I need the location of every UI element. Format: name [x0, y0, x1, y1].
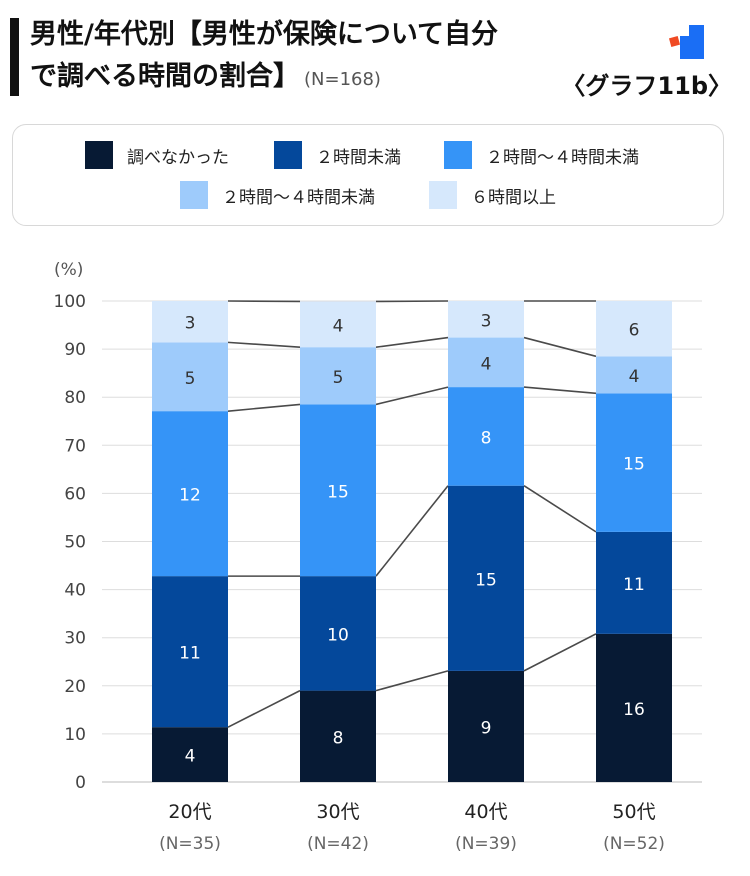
x-tick-sample-2: (N=39): [455, 834, 517, 854]
bar-segment-1-0: [300, 690, 376, 782]
x-tick-label-2: 40代: [464, 801, 507, 823]
connector-line-3-0: [227, 403, 301, 412]
brand-logo-icon: [668, 25, 704, 59]
bar-segment-0-3: [152, 342, 228, 412]
legend-label-3: ２時間〜４時間未満: [222, 187, 375, 208]
legend-swatch-4: [429, 181, 457, 209]
x-tick-label-0: 20代: [168, 801, 211, 823]
title-accent-bar: [10, 18, 19, 96]
data-label-2-3: 4: [481, 354, 492, 374]
y-tick-label-30: 30: [64, 629, 86, 649]
bar-segment-3-0: [596, 633, 672, 782]
y-tick-label-20: 20: [64, 677, 86, 697]
y-tick-label-90: 90: [64, 340, 86, 360]
data-label-0-3: 5: [185, 369, 196, 389]
x-tick-sample-0: (N=35): [159, 834, 221, 854]
logo-red-square: [668, 35, 681, 48]
legend-swatch-0: [85, 141, 113, 169]
bar-segment-1-3: [300, 347, 376, 405]
legend-label-2: ２時間〜４時間未満: [486, 147, 639, 168]
data-label-1-0: 8: [333, 728, 344, 748]
bar-segment-3-1: [596, 531, 672, 634]
legend-swatch-2: [444, 141, 472, 169]
bar-segment-1-2: [300, 404, 376, 577]
y-tick-label-50: 50: [64, 533, 86, 553]
y-tick-label-10: 10: [64, 725, 86, 745]
title-line-2: で調べる時間の割合】 (N=168): [30, 56, 610, 101]
connector-line-4-0: [227, 341, 301, 348]
graph-label: 〈グラフ11b〉: [561, 72, 732, 100]
legend: 調べなかった ２時間未満 ２時間〜４時間未満 ２時間〜４時間未満 ６時間以上: [12, 124, 724, 226]
y-tick-label-0: 0: [75, 773, 86, 793]
data-label-0-1: 11: [179, 644, 201, 664]
y-tick-label-80: 80: [64, 388, 86, 408]
bar-segment-2-1: [448, 485, 524, 671]
legend-item-3: ２時間〜４時間未満: [180, 181, 375, 209]
legend-label-4: ６時間以上: [471, 187, 556, 208]
data-label-3-1: 11: [623, 575, 645, 595]
y-tick-label-70: 70: [64, 436, 86, 456]
connector-line-3-1: [375, 386, 449, 406]
legend-swatch-3: [180, 181, 208, 209]
connector-line-3-2: [523, 386, 597, 395]
y-tick-label-100: 100: [54, 292, 86, 312]
data-label-1-2: 15: [327, 482, 349, 502]
x-tick-label-1: 30代: [316, 801, 359, 823]
bar-segment-3-4: [596, 301, 672, 357]
x-tick-sample-3: (N=52): [603, 834, 665, 854]
bar-segment-0-0: [152, 727, 228, 782]
y-tick-label-40: 40: [64, 581, 86, 601]
legend-item-2: ２時間〜４時間未満: [444, 141, 639, 169]
connector-line-2-1: [375, 485, 449, 577]
bar-segment-1-1: [300, 576, 376, 691]
x-tick-label-3: 50代: [612, 801, 655, 823]
sample-size: (N=168): [304, 69, 381, 90]
connector-line-2-2: [523, 485, 597, 533]
bar-segment-2-3: [448, 337, 524, 388]
bar-segment-3-3: [596, 356, 672, 394]
data-label-2-1: 15: [475, 570, 497, 590]
bar-segment-2-0: [448, 670, 524, 782]
connector-line-1-1: [375, 670, 449, 692]
bar-segment-3-2: [596, 393, 672, 532]
connector-line-4-1: [375, 336, 449, 348]
bar-segment-2-2: [448, 387, 524, 486]
title-line-1: 男性/年代別【男性が保険について自分: [30, 19, 499, 50]
legend-item-1: ２時間未満: [274, 141, 401, 169]
data-label-3-4: 6: [629, 321, 640, 341]
data-label-2-0: 9: [481, 718, 492, 738]
connector-line-1-0: [227, 689, 301, 728]
data-label-1-4: 4: [333, 316, 344, 336]
data-label-3-0: 16: [623, 700, 645, 720]
legend-label-0: 調べなかった: [127, 147, 229, 168]
y-axis-unit: (%): [54, 260, 83, 280]
data-label-1-3: 5: [333, 368, 344, 388]
data-label-3-3: 4: [629, 367, 640, 387]
data-label-2-2: 8: [481, 428, 492, 448]
data-label-0-2: 12: [179, 486, 201, 506]
connector-line-4-2: [523, 336, 597, 358]
data-label-2-4: 3: [481, 311, 492, 331]
bar-segment-2-4: [448, 301, 524, 338]
data-label-1-1: 10: [327, 625, 349, 645]
x-tick-sample-1: (N=42): [307, 834, 369, 854]
bar-segment-0-4: [152, 301, 228, 343]
legend-item-0: 調べなかった: [85, 141, 229, 169]
connector-line-1-2: [523, 633, 597, 672]
bar-segment-0-1: [152, 576, 228, 728]
logo-notch: [680, 25, 689, 36]
data-label-3-2: 15: [623, 455, 645, 475]
legend-swatch-1: [274, 141, 302, 169]
legend-item-4: ６時間以上: [429, 181, 556, 209]
bar-segment-1-4: [300, 301, 376, 348]
data-label-0-0: 4: [185, 747, 196, 767]
chart-title: 男性/年代別【男性が保険について自分 で調べる時間の割合】 (N=168): [30, 14, 610, 101]
legend-label-1: ２時間未満: [316, 147, 401, 168]
title-line-2-text: で調べる時間の割合】: [30, 61, 300, 92]
y-tick-label-60: 60: [64, 484, 86, 504]
bar-segment-0-2: [152, 411, 228, 577]
data-label-0-4: 3: [185, 314, 196, 334]
